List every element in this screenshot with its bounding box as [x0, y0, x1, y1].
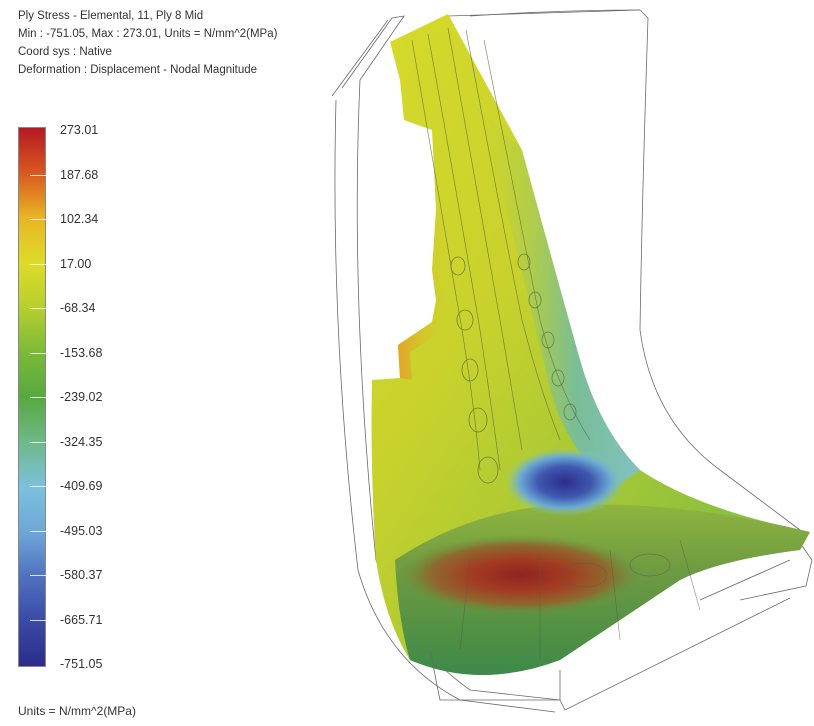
- legend-label: -580.37: [60, 568, 103, 582]
- legend-tick: [30, 174, 46, 176]
- legend-tick: [30, 486, 46, 487]
- legend-label: 187.68: [60, 167, 99, 182]
- legend-tick: [30, 530, 46, 532]
- legend-tick: [30, 219, 46, 220]
- legend-label: 102.34: [60, 212, 99, 226]
- legend-tick: [30, 308, 46, 309]
- legend-label: -751.05: [60, 657, 103, 671]
- legend-label: -153.68: [60, 345, 103, 360]
- legend-tick: [30, 397, 46, 398]
- legend-label: -324.35: [60, 434, 103, 449]
- seat-back-panel: [371, 14, 810, 675]
- result-title: Ply Stress - Elemental, 11, Ply 8 Mid: [18, 10, 204, 22]
- legend-label: 273.01: [60, 123, 99, 137]
- legend-tick: [30, 263, 46, 265]
- legend-tick: [30, 441, 46, 443]
- legend-label: -665.71: [60, 612, 103, 627]
- deformation-label: Deformation : Displacement - Nodal Magni…: [18, 64, 258, 76]
- result-min-max: Min : -751.05, Max : 273.01, Units = N/m…: [18, 28, 278, 40]
- units-label: Units = N/mm^2(MPa): [18, 704, 136, 718]
- legend-tick: [30, 619, 46, 621]
- legend-label: -409.69: [60, 479, 103, 493]
- legend-label: -495.03: [60, 523, 103, 538]
- legend-label: -239.02: [60, 390, 103, 404]
- legend-label: 17.00: [60, 256, 92, 271]
- legend-label: -68.34: [60, 301, 96, 315]
- coord-sys-label: Coord sys : Native: [18, 46, 112, 58]
- legend-tick: [30, 575, 46, 576]
- legend-tick: [30, 352, 46, 354]
